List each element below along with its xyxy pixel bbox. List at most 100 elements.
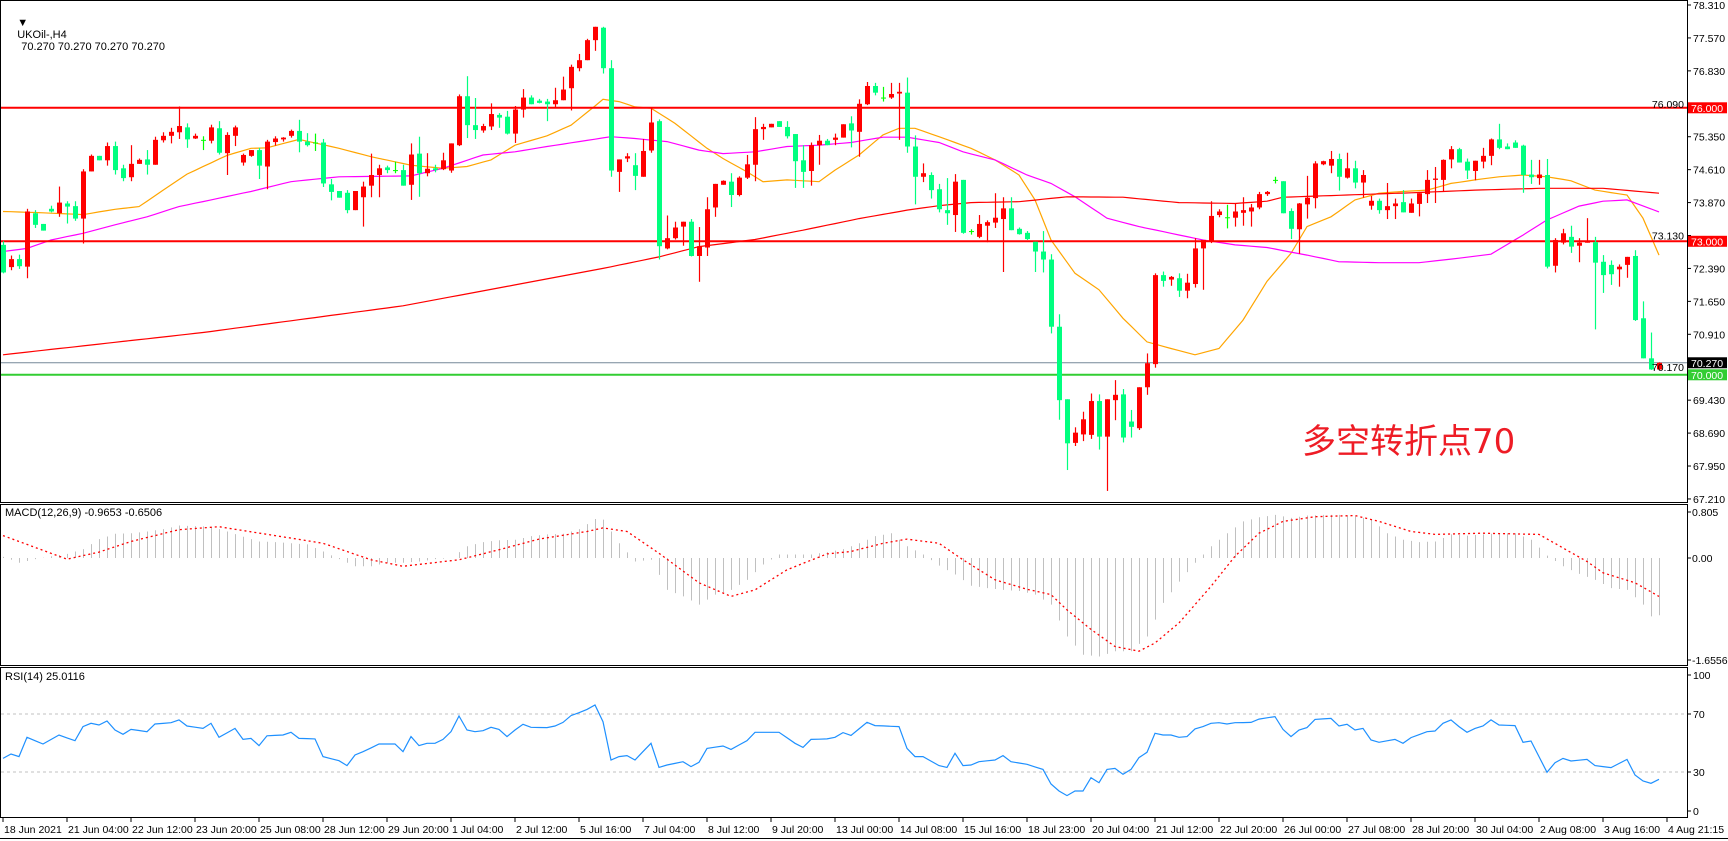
- time-axis-label: 2 Aug 08:00: [1540, 824, 1596, 836]
- price-tick-label: 77.570: [1693, 33, 1725, 45]
- moving-average-slow: [2, 187, 1660, 356]
- candle-body: [1409, 203, 1414, 213]
- candle-body: [177, 126, 182, 133]
- candle-body: [937, 189, 942, 210]
- candle: [217, 121, 222, 155]
- candle-body: [625, 156, 630, 159]
- candle-body: [481, 126, 486, 131]
- candle: [1041, 231, 1046, 273]
- candle-body: [1433, 178, 1438, 180]
- candle-body: [1425, 179, 1430, 195]
- annotation-text[interactable]: 多空转折点70: [1302, 422, 1516, 462]
- time-axis-label: 7 Jul 04:00: [644, 824, 696, 836]
- candle-body: [1561, 233, 1566, 243]
- candle: [945, 178, 950, 225]
- price-tick-label: 72.390: [1693, 263, 1725, 275]
- candle-body: [521, 97, 526, 110]
- candle-body: [1321, 161, 1326, 165]
- candle: [537, 98, 542, 104]
- candle-body: [1025, 232, 1030, 240]
- candle-body: [745, 164, 750, 178]
- candle-body: [1249, 207, 1254, 212]
- candle: [1617, 264, 1622, 287]
- candle: [1065, 399, 1070, 471]
- candle-body: [1121, 394, 1126, 438]
- candle: [801, 145, 806, 188]
- candle: [1321, 160, 1326, 166]
- candle: [865, 81, 870, 106]
- candle: [289, 129, 294, 138]
- candle: [617, 159, 622, 192]
- candle: [161, 132, 166, 143]
- candle: [377, 164, 382, 198]
- candle: [201, 136, 206, 151]
- candle-body: [961, 179, 966, 233]
- candle-body: [1145, 363, 1150, 388]
- macd-axis-label: 0.00: [1692, 553, 1713, 565]
- candle: [265, 139, 270, 190]
- candle-body: [713, 183, 718, 208]
- candle-body: [113, 146, 118, 171]
- candle: [1585, 218, 1590, 243]
- candle: [1553, 238, 1558, 273]
- candle-body: [1017, 228, 1022, 235]
- candle-body: [1073, 432, 1078, 443]
- candle-body: [313, 142, 318, 144]
- candle: [1033, 241, 1038, 272]
- candle: [153, 136, 158, 165]
- time-axis-label: 22 Jun 12:00: [132, 824, 193, 836]
- candle-body: [977, 223, 982, 237]
- candle: [1209, 201, 1214, 244]
- candle: [921, 163, 926, 183]
- candle-body: [1625, 256, 1630, 265]
- rsi-axis-label: 0: [1693, 806, 1699, 818]
- candle: [1433, 166, 1438, 204]
- candle: [1529, 159, 1534, 184]
- candle: [809, 142, 814, 186]
- candle: [1185, 273, 1190, 299]
- candle: [1337, 153, 1342, 191]
- candle-body: [1377, 200, 1382, 211]
- candle-body: [1281, 181, 1286, 214]
- price-tick-label: 70.170: [1652, 362, 1684, 374]
- candle: [457, 94, 462, 147]
- candle-body: [857, 103, 862, 132]
- candle-body: [1353, 168, 1358, 183]
- candle: [625, 153, 630, 163]
- candle-body: [1273, 179, 1278, 181]
- candle: [9, 255, 14, 271]
- candle: [873, 82, 878, 96]
- candle: [937, 183, 942, 213]
- candle-body: [1001, 208, 1006, 220]
- candle: [137, 158, 142, 164]
- candle: [497, 113, 502, 128]
- candle-body: [33, 213, 38, 225]
- candle-body: [1201, 239, 1206, 249]
- candle-body: [1265, 191, 1270, 195]
- candle-body: [1177, 278, 1182, 291]
- triangle-down-icon[interactable]: ▼: [17, 17, 29, 29]
- candle-body: [689, 221, 694, 256]
- candle: [449, 143, 454, 173]
- candle-body: [665, 238, 670, 249]
- candle: [1233, 203, 1238, 227]
- candle-body: [817, 140, 822, 146]
- candle-body: [705, 209, 710, 248]
- candle: [1609, 260, 1614, 285]
- candle-body: [785, 126, 790, 137]
- candle: [1489, 138, 1494, 166]
- candle: [1385, 183, 1390, 220]
- candle-body: [281, 137, 286, 140]
- candle-body: [489, 114, 494, 127]
- candle: [633, 153, 638, 191]
- candle-body: [1449, 149, 1454, 160]
- candle: [841, 124, 846, 138]
- candle-body: [953, 181, 958, 216]
- time-axis-label: 1 Jul 04:00: [452, 824, 504, 836]
- candle: [193, 133, 198, 139]
- candle: [1313, 161, 1318, 209]
- candle-body: [329, 184, 334, 192]
- candle-body: [1417, 193, 1422, 204]
- candle-body: [729, 181, 734, 196]
